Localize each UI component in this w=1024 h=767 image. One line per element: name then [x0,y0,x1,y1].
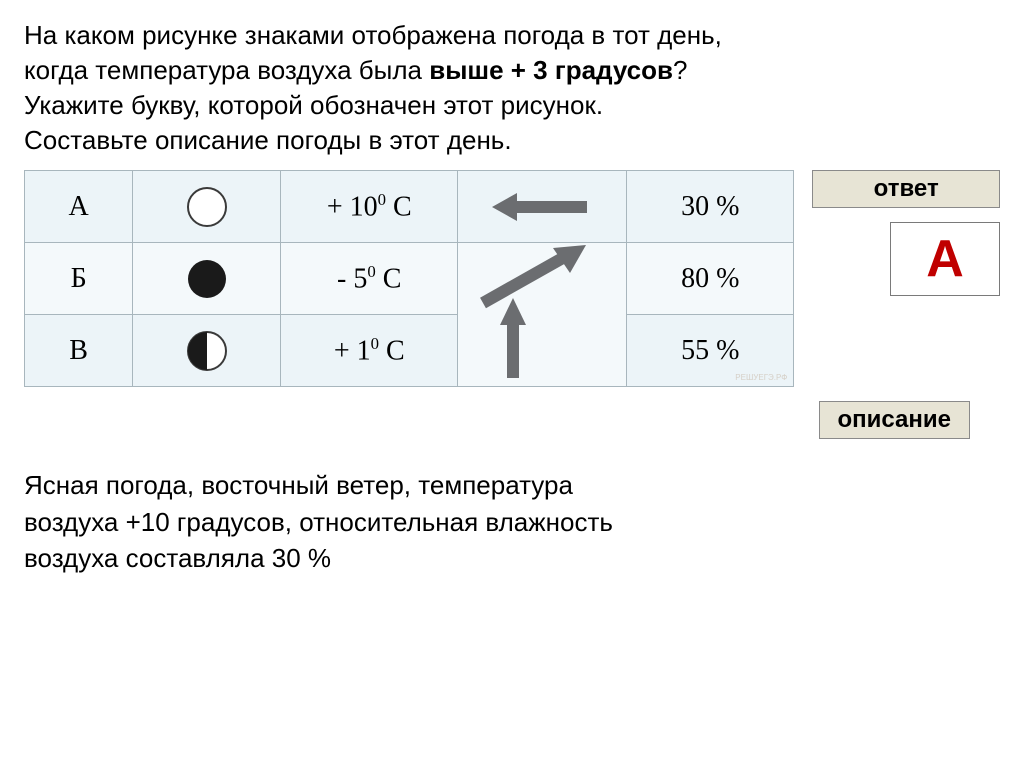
table-row: В + 10 С 55 % РЕШУЕГЭ.РФ [25,315,794,387]
humidity-cell: 80 % [627,243,794,315]
watermark-text: РЕШУЕГЭ.РФ [735,373,787,382]
q-line2-post: ? [673,55,687,85]
arrow-cell [458,171,627,243]
arrow-diag-icon [458,243,608,383]
overcast-icon [183,255,231,303]
row-letter: А [25,171,133,243]
temp-cell: - 50 С [281,243,458,315]
row-letter: В [25,315,133,387]
question-text: На каком рисунке знаками отображена пого… [24,18,1000,158]
temp-cell: + 10 С [281,315,458,387]
temp-cell: + 100 С [281,171,458,243]
desc-line2: воздуха +10 градусов, относительная влаж… [24,507,613,537]
table-row: А + 100 С 30 % [25,171,794,243]
q-line3: Укажите букву, которой обозначен этот ри… [24,90,603,120]
description-label-wrap: описание [24,401,970,439]
description-text: Ясная погода, восточный ветер, температу… [24,467,1000,576]
table-row: Б - 50 С [25,243,794,315]
arrow-cell-merged [458,243,627,387]
q-line2-pre: когда температура воздуха была [24,55,429,85]
q-line2-bold: выше + 3 градусов [429,55,673,85]
humidity-cell: 55 % РЕШУЕГЭ.РФ [627,315,794,387]
description-label: описание [819,401,971,439]
weather-table: А + 100 С 30 % Б - 50 С [24,170,794,387]
clear-sky-icon [183,183,231,231]
answer-letter-box: А [890,222,1000,296]
side-panel: ответ А [812,170,1000,296]
cloud-cell [133,315,281,387]
half-cloud-icon [183,327,231,375]
answer-label: ответ [812,170,1000,208]
cloud-cell [133,243,281,315]
desc-line3: воздуха составляла 30 % [24,543,331,573]
desc-line1: Ясная погода, восточный ветер, температу… [24,470,573,500]
arrow-left-icon [487,187,597,227]
row-letter: Б [25,243,133,315]
cloud-cell [133,171,281,243]
humidity-cell: 30 % [627,171,794,243]
q-line4: Составьте описание погоды в этот день. [24,125,512,155]
q-line1: На каком рисунке знаками отображена пого… [24,20,722,50]
humidity-value: 55 % [681,335,739,366]
